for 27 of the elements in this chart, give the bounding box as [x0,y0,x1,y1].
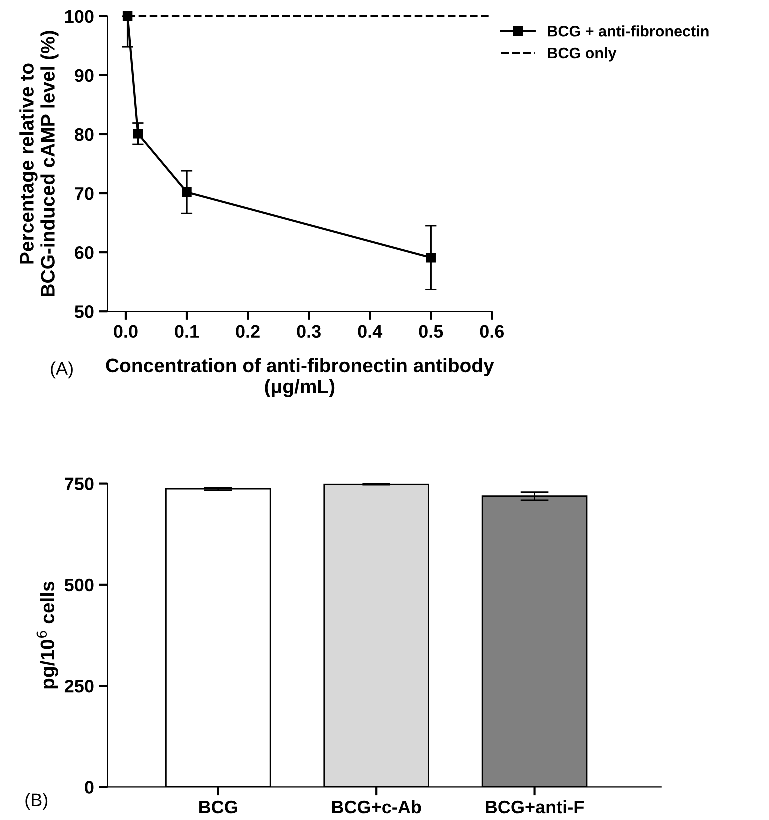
y-axis-title: Percentage relative to BCG-induced cAMP level (%) [20,31,59,296]
x-tick-label: BCG [200,800,238,814]
x-tick-label: 0.0 [114,325,138,338]
legend-label: BCG + anti-fibronectin [548,26,709,37]
x-tick-label: 0.5 [419,325,444,338]
y-tick-label: 80 [74,128,94,142]
x-tick-label: BCG+c-Ab [332,800,422,814]
y-tick-label: 50 [74,306,94,318]
x-tick-label: 0.2 [236,325,260,338]
x-tick-label: BCG+anti-F [486,800,584,814]
y-tick-label: 750 [65,478,94,491]
x-tick-label: 0.1 [175,325,200,338]
x-tick-label: 0.4 [358,325,383,338]
y-tick-label: 0 [85,781,94,794]
y-tick-label: 90 [75,69,94,82]
y-tick-label: 500 [64,578,94,592]
y-tick-label: 100 [65,10,94,24]
legend-label: BCG only [548,47,617,62]
text: (B) [26,793,48,810]
y-tick-label: 60 [75,246,94,260]
x-tick-label: 0.6 [480,325,504,338]
text: (A) [51,362,73,379]
y-axis-title: pg/10$^{6}$ cells [36,582,58,689]
x-tick-label: 0.3 [297,325,321,338]
y-tick-label: 70 [75,187,94,200]
y-tick-label: 250 [64,680,94,693]
x-axis-title: Concentration of anti-fibronectin antibody (μg/mL) [106,358,494,398]
